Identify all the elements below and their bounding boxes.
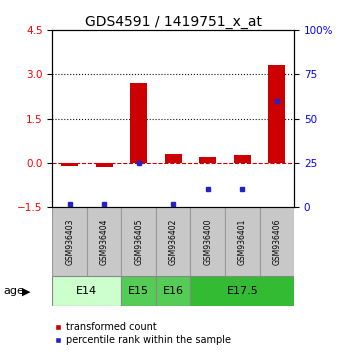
Text: E15: E15 — [128, 286, 149, 296]
Bar — [96, 163, 113, 167]
Bar — [61, 163, 78, 166]
Text: GSM936403: GSM936403 — [65, 218, 74, 265]
Bar — [52, 276, 121, 306]
Bar — [52, 207, 87, 276]
Bar — [191, 276, 294, 306]
Title: GDS4591 / 1419751_x_at: GDS4591 / 1419751_x_at — [85, 15, 262, 29]
Text: GSM936404: GSM936404 — [100, 218, 109, 265]
Text: GSM936400: GSM936400 — [203, 218, 212, 265]
Bar — [260, 207, 294, 276]
Bar — [268, 65, 285, 163]
Bar — [234, 155, 251, 163]
Text: E17.5: E17.5 — [226, 286, 258, 296]
Bar — [225, 207, 260, 276]
Text: E16: E16 — [163, 286, 184, 296]
Text: E14: E14 — [76, 286, 97, 296]
Text: GSM936406: GSM936406 — [272, 218, 281, 265]
Bar — [121, 207, 156, 276]
Bar — [156, 207, 191, 276]
Bar — [199, 157, 216, 163]
Text: GSM936402: GSM936402 — [169, 218, 178, 265]
Bar — [87, 207, 121, 276]
Text: age: age — [3, 286, 24, 296]
Legend: transformed count, percentile rank within the sample: transformed count, percentile rank withi… — [50, 319, 235, 349]
Bar — [165, 154, 182, 163]
Text: GSM936401: GSM936401 — [238, 218, 247, 265]
Bar — [121, 276, 156, 306]
Bar — [156, 276, 191, 306]
Bar — [191, 207, 225, 276]
Bar — [130, 82, 147, 163]
Text: ▶: ▶ — [22, 286, 30, 296]
Text: GSM936405: GSM936405 — [134, 218, 143, 265]
